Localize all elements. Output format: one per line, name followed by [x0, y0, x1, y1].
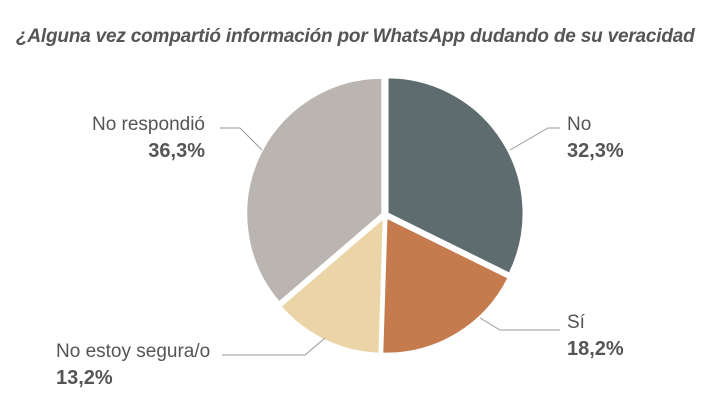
label-no-estoy-seguro: No estoy segura/o 13,2% [56, 339, 210, 391]
label-no-pct: 32,3% [567, 140, 624, 162]
leader-line-1 [479, 317, 560, 331]
leader-line-0 [509, 127, 560, 151]
pie-slice-s- [381, 215, 510, 355]
label-no-estoy-seguro-pct: 13,2% [56, 367, 113, 389]
chart-title: ¿Alguna vez compartió información por Wh… [16, 26, 695, 47]
label-si: Sí 18,2% [567, 310, 624, 362]
pie-slice-no-respondi- [245, 76, 384, 304]
leader-line-2 [222, 337, 326, 356]
label-si-text: Sí [567, 312, 585, 333]
leader-line-3 [220, 127, 263, 151]
label-si-pct: 18,2% [567, 338, 624, 360]
pie-slice-no [386, 76, 525, 275]
label-no-estoy-seguro-text: No estoy segura/o [56, 341, 211, 362]
label-no-respondio-text: No respondió [91, 114, 205, 135]
label-no-text: No [567, 114, 592, 135]
label-no-respondio-pct: 36,3% [148, 140, 205, 162]
label-no-respondio: No respondió 36,3% [92, 112, 205, 164]
pie-slice-no-estoy-segura-o [279, 215, 385, 355]
label-no: No 32,3% [567, 112, 624, 164]
